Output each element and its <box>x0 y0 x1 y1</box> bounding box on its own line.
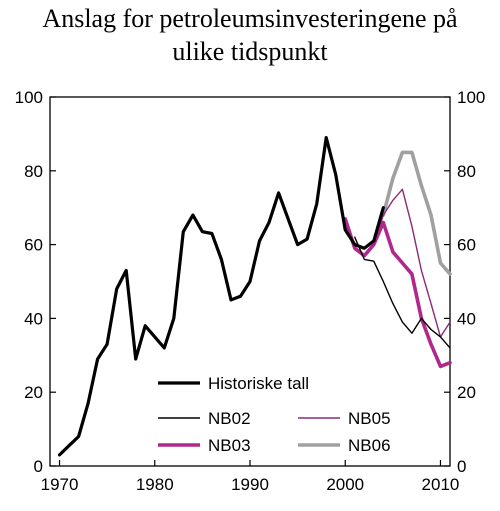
chart-title-line-2: ulike tidspunkt <box>172 37 328 66</box>
axes: 0 20 40 60 80 100 0 20 40 60 80 100 1970 1980 1990 2000… <box>15 88 486 494</box>
chart-title: Anslag for petroleumsinvesteringene på u… <box>0 2 500 68</box>
y-tick-right-label: 20 <box>457 383 476 402</box>
y-tick-right-label: 60 <box>457 236 476 255</box>
y-tick-left-label: 40 <box>24 309 43 328</box>
x-tick-label: 2000 <box>326 475 364 494</box>
legend: Historiske tall NB02 NB03 NB05 NB06 <box>158 374 391 455</box>
y-tick-left-label: 0 <box>34 457 43 476</box>
x-tick-label: 1970 <box>41 475 79 494</box>
y-tick-left-label: 20 <box>24 383 43 402</box>
x-tick-label: 1980 <box>136 475 174 494</box>
legend-label-nb06: NB06 <box>348 436 391 455</box>
series-line-historiske-tall <box>57 136 385 457</box>
legend-label-historiske-tall: Historiske tall <box>208 374 309 393</box>
legend-label-nb03: NB03 <box>208 436 251 455</box>
x-tick-label: 1990 <box>231 475 269 494</box>
series-layer <box>57 136 452 457</box>
y-tick-left-label: 80 <box>24 162 43 181</box>
y-tick-left-label: 60 <box>24 236 43 255</box>
y-tick-right-label: 80 <box>457 162 476 181</box>
series-line-nb05 <box>373 188 451 338</box>
x-tick-label: 2010 <box>422 475 460 494</box>
chart-title-line-1: Anslag for petroleumsinvesteringene på <box>42 4 458 33</box>
y-tick-right-label: 100 <box>457 88 485 107</box>
legend-label-nb02: NB02 <box>208 409 251 428</box>
series-line-nb03 <box>343 217 452 369</box>
y-tick-right-label: 0 <box>457 457 466 476</box>
y-tick-right-label: 40 <box>457 309 476 328</box>
legend-label-nb05: NB05 <box>348 409 391 428</box>
series-line-nb02 <box>354 236 451 349</box>
series-line-nb06 <box>381 150 452 276</box>
y-tick-left-label: 100 <box>15 88 43 107</box>
